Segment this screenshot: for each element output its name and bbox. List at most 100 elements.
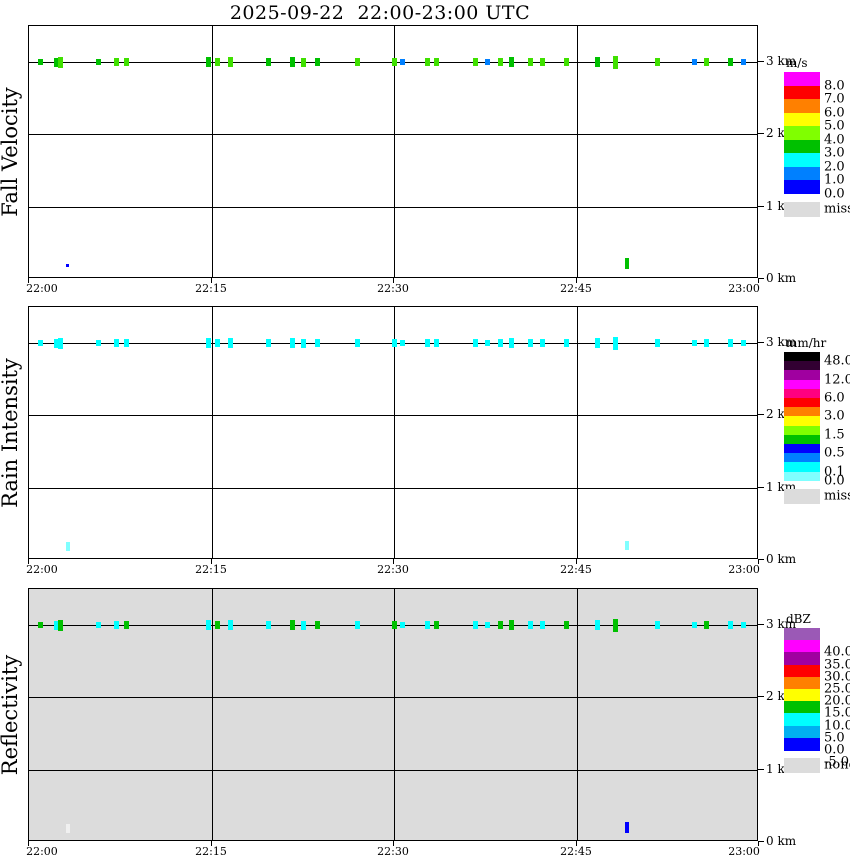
colorbar-swatch	[784, 425, 820, 436]
colorbar-swatch	[784, 462, 820, 473]
data-mark	[399, 59, 405, 66]
data-mark	[114, 58, 120, 67]
colorbar-tick-label: 3.0	[824, 408, 845, 424]
y-tick-mark	[758, 559, 764, 560]
data-mark	[509, 338, 515, 349]
data-mark	[53, 620, 59, 630]
x-tick-label: 22:15	[195, 282, 227, 295]
data-mark	[564, 58, 570, 67]
colorbar-unit-label: dBZ	[786, 612, 811, 626]
data-mark	[215, 58, 221, 67]
data-mark	[613, 55, 618, 69]
colorbar-tick-label: 20.0	[824, 693, 850, 709]
colorbar-tick-label: 1.0	[824, 172, 845, 188]
data-mark	[215, 621, 221, 630]
data-mark	[594, 338, 600, 349]
data-mark	[613, 618, 618, 632]
data-mark	[594, 57, 600, 68]
data-mark-isolated	[625, 541, 630, 551]
colorbar-tick-label: 5.0	[824, 118, 845, 134]
data-mark	[497, 58, 503, 67]
data-mark	[205, 338, 211, 349]
data-mark	[53, 338, 59, 348]
data-mark	[472, 58, 478, 67]
data-mark	[53, 57, 59, 67]
gridline-h-2km	[29, 697, 757, 698]
x-tick-mark	[28, 559, 29, 564]
data-mark	[424, 339, 430, 348]
colorbar-swatch	[784, 701, 820, 714]
gridline-h-1km	[29, 207, 757, 208]
colorbar-swatch	[784, 416, 820, 427]
data-mark	[472, 621, 478, 630]
data-mark	[227, 57, 233, 68]
data-mark	[355, 58, 361, 67]
colorbar-tick-label: 30.0	[824, 669, 850, 685]
colorbar-tick-label: 6.0	[824, 105, 845, 120]
gridline-h-2km	[29, 134, 757, 135]
y-tick-label: 0 km	[766, 552, 797, 566]
colorbar-swatch	[784, 85, 820, 100]
y-tick-mark	[758, 624, 764, 625]
data-mark	[728, 58, 734, 67]
data-mark	[728, 339, 734, 348]
data-mark	[472, 339, 478, 348]
gridline-v-50	[394, 589, 395, 840]
colorbar-tick-label: 2.0	[824, 159, 845, 174]
data-mark	[704, 339, 710, 348]
y-tick-mark	[758, 278, 764, 279]
colorbar-tick-label: 35.0	[824, 657, 850, 673]
colorbar-missing-label: none	[824, 757, 850, 773]
colorbar-swatch	[784, 180, 820, 195]
panel-label-fall-velocity: Fall Velocity	[0, 86, 22, 217]
y-tick-label: 0 km	[766, 271, 797, 285]
data-mark	[123, 339, 129, 348]
x-tick-mark	[758, 278, 759, 283]
colorbar-unit-label: m/s	[786, 56, 808, 70]
plot-area-reflectivity	[28, 588, 758, 841]
data-mark	[424, 621, 430, 630]
data-mark	[96, 340, 102, 347]
data-mark	[399, 340, 405, 347]
x-tick-mark	[211, 841, 212, 846]
y-tick-mark	[758, 696, 764, 697]
x-tick-mark	[758, 559, 759, 564]
colorbar-swatch	[784, 112, 820, 127]
data-mark	[38, 340, 44, 347]
plot-area-fall-velocity	[28, 25, 758, 278]
data-mark	[509, 57, 515, 68]
gridline-v-75	[577, 26, 578, 277]
data-mark	[740, 340, 746, 347]
gridline-v-50	[394, 26, 395, 277]
y-tick-label: 3 km	[766, 335, 797, 349]
data-mark	[740, 59, 746, 66]
colorbar-swatch	[784, 676, 820, 690]
colorbar-tick-label: 6.0	[824, 390, 845, 406]
data-mark	[527, 621, 533, 630]
data-mark	[564, 621, 570, 630]
data-mark	[704, 621, 710, 630]
colorbar-tick-label: 10.0	[824, 718, 850, 734]
x-tick-label: 22:15	[195, 563, 227, 576]
y-tick-mark	[758, 133, 764, 134]
x-tick-label: 22:30	[377, 282, 409, 295]
data-mark-isolated	[65, 542, 70, 552]
colorbar-swatch	[784, 664, 820, 678]
colorbar-swatch	[784, 471, 820, 482]
x-tick-label: 22:00	[26, 282, 58, 295]
y-tick-mark	[758, 487, 764, 488]
gridline-v-25	[212, 589, 213, 840]
data-mark	[38, 622, 44, 629]
colorbar-swatch	[784, 444, 820, 454]
data-mark	[355, 339, 361, 348]
data-mark	[114, 621, 120, 630]
colorbar-swatch	[784, 370, 820, 381]
colorbar-swatch	[784, 352, 820, 362]
x-tick-label: 22:30	[377, 845, 409, 858]
colorbar-tick-label: 25.0	[824, 681, 850, 697]
data-mark	[527, 58, 533, 67]
data-mark	[564, 339, 570, 348]
data-mark	[691, 59, 697, 66]
y-tick-mark	[758, 206, 764, 207]
data-mark	[691, 340, 697, 347]
